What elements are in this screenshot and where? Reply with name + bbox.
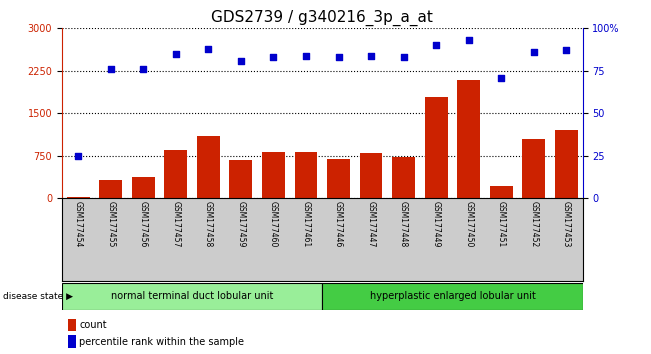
Text: GSM177459: GSM177459: [236, 201, 245, 247]
Text: GSM177453: GSM177453: [562, 201, 571, 247]
Point: [496, 75, 506, 80]
Bar: [392, 157, 415, 198]
Text: disease state ▶: disease state ▶: [3, 292, 74, 301]
Text: GSM177455: GSM177455: [106, 201, 115, 247]
Bar: [555, 130, 577, 198]
Bar: [457, 80, 480, 198]
Text: GSM177449: GSM177449: [432, 201, 441, 247]
Bar: [164, 150, 187, 198]
Text: GSM177456: GSM177456: [139, 201, 148, 247]
Text: GSM177457: GSM177457: [171, 201, 180, 247]
Text: GSM177460: GSM177460: [269, 201, 278, 247]
Text: GSM177458: GSM177458: [204, 201, 213, 247]
Point: [73, 153, 83, 159]
Point: [301, 53, 311, 58]
Bar: [67, 197, 90, 198]
Text: GSM177461: GSM177461: [301, 201, 311, 247]
Bar: [294, 152, 318, 198]
Text: GSM177451: GSM177451: [497, 201, 506, 247]
Bar: [132, 177, 154, 198]
Bar: [68, 335, 76, 348]
Point: [561, 47, 572, 53]
Bar: [490, 186, 513, 198]
Bar: [327, 159, 350, 198]
Bar: [68, 319, 76, 331]
Bar: [262, 152, 285, 198]
Text: GSM177452: GSM177452: [529, 201, 538, 247]
Text: GSM177448: GSM177448: [399, 201, 408, 247]
Bar: [229, 160, 252, 198]
Bar: [62, 283, 322, 310]
Bar: [522, 139, 545, 198]
Point: [268, 55, 279, 60]
Text: normal terminal duct lobular unit: normal terminal duct lobular unit: [111, 291, 273, 302]
Point: [138, 66, 148, 72]
Text: GSM177454: GSM177454: [74, 201, 83, 247]
Bar: [424, 97, 447, 198]
Point: [529, 49, 539, 55]
Bar: [359, 153, 382, 198]
Point: [431, 42, 441, 48]
Point: [236, 58, 246, 63]
Bar: [99, 180, 122, 198]
Point: [398, 55, 409, 60]
Bar: [322, 283, 583, 310]
Text: percentile rank within the sample: percentile rank within the sample: [79, 337, 244, 347]
Text: GSM177446: GSM177446: [334, 201, 343, 247]
Point: [105, 66, 116, 72]
Point: [333, 55, 344, 60]
Point: [366, 53, 376, 58]
Text: GSM177447: GSM177447: [367, 201, 376, 247]
Text: count: count: [79, 320, 107, 330]
Title: GDS2739 / g340216_3p_a_at: GDS2739 / g340216_3p_a_at: [212, 9, 433, 25]
Point: [203, 46, 214, 52]
Bar: [197, 136, 220, 198]
Point: [171, 51, 181, 57]
Point: [464, 38, 474, 43]
Text: GSM177450: GSM177450: [464, 201, 473, 247]
Text: hyperplastic enlarged lobular unit: hyperplastic enlarged lobular unit: [370, 291, 535, 302]
